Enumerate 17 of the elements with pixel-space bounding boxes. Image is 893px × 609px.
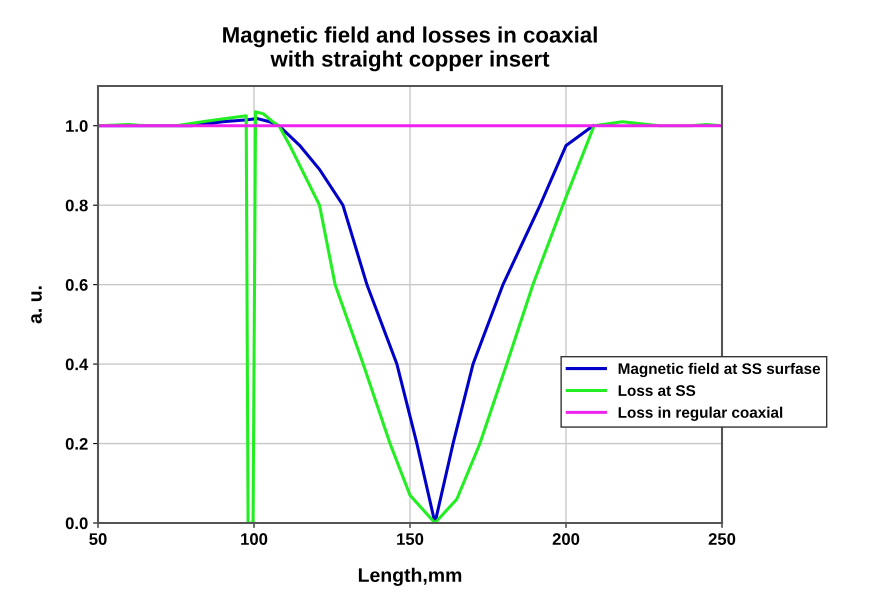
legend-label: Loss in regular coaxial <box>618 406 782 421</box>
x-tick-label: 150 <box>397 533 424 545</box>
x-tick-label: 50 <box>89 533 107 545</box>
x-tick-label: 100 <box>241 533 268 545</box>
legend-label: Magnetic field at SS surfase <box>618 362 820 378</box>
y-tick-label: 0.6 <box>66 279 88 291</box>
y-tick-label: 0.2 <box>66 438 88 450</box>
y-axis-title: a. u. <box>31 286 42 324</box>
y-tick-label: 0.4 <box>66 358 88 370</box>
x-tick-label: 250 <box>708 533 736 545</box>
chart-title: Magnetic field and losses in coaxial with straight copper insert <box>223 26 597 72</box>
x-axis-title: Length,mm <box>358 568 462 586</box>
y-tick-label: 1.0 <box>66 120 88 132</box>
y-tick-label: 0.0 <box>66 517 88 530</box>
y-tick-label: 0.8 <box>66 200 88 212</box>
legend-label: Loss at SS <box>618 385 696 396</box>
x-tick-label: 200 <box>552 533 580 545</box>
